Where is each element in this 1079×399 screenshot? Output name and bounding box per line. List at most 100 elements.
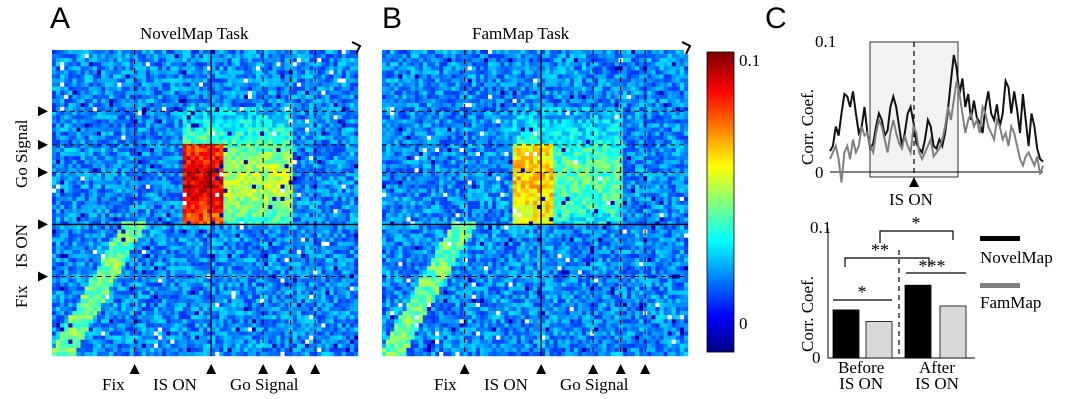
heatmap-cell xyxy=(141,221,147,226)
heatmap-cell xyxy=(194,213,200,218)
heatmap-cell xyxy=(276,147,281,153)
heatmap-cell xyxy=(260,307,265,312)
heatmap-cell xyxy=(260,164,265,169)
heatmap-cell xyxy=(80,86,85,91)
heatmap-cell xyxy=(272,135,277,140)
heatmap-cell xyxy=(300,282,306,287)
heatmap-cell xyxy=(76,176,81,181)
heatmap-cell xyxy=(256,282,261,287)
heatmap-cell xyxy=(284,241,289,247)
heatmap-cell xyxy=(202,221,208,226)
heatmap-cell xyxy=(309,82,314,87)
heatmap-cell xyxy=(174,200,179,206)
heatmap-cell xyxy=(76,266,81,271)
heatmap-cell xyxy=(182,225,187,230)
heatmap-cell xyxy=(96,225,102,230)
heatmap-cell xyxy=(272,286,277,291)
heatmap-cell xyxy=(113,143,118,149)
heatmap-cell xyxy=(272,278,277,283)
heatmap-cell xyxy=(243,245,249,251)
heatmap-cell xyxy=(223,286,228,291)
heatmap-cell xyxy=(72,90,77,96)
heatmap-cell xyxy=(125,294,130,300)
heatmap-cell xyxy=(182,74,187,79)
heatmap-cell xyxy=(60,111,65,116)
heatmap-cell xyxy=(337,270,342,275)
heatmap-cell xyxy=(341,254,346,259)
heatmap-cell xyxy=(243,221,249,226)
heatmap-cell xyxy=(325,221,330,226)
heatmap-cell xyxy=(166,225,171,230)
heatmap-cell xyxy=(223,164,228,169)
heatmap-cell xyxy=(304,196,310,202)
heatmap-cell xyxy=(190,286,195,291)
heatmap-cell xyxy=(247,78,253,83)
heatmap-cell xyxy=(325,54,330,59)
heatmap-cell xyxy=(272,209,277,214)
heatmap-cell xyxy=(100,127,106,132)
heatmap-cell xyxy=(251,127,257,132)
heatmap-cell xyxy=(341,294,346,300)
heatmap-cell xyxy=(321,278,326,283)
heatmap-cell xyxy=(68,298,73,304)
heatmap-cell xyxy=(76,160,81,165)
heatmap-cell xyxy=(125,50,130,55)
heatmap-cell xyxy=(215,229,220,234)
heatmap-cell xyxy=(56,233,61,238)
heatmap-cell xyxy=(341,111,346,116)
heatmap-cell xyxy=(141,123,147,128)
heatmap-cell xyxy=(133,245,138,251)
heatmap-cell xyxy=(121,254,126,259)
heatmap-cell xyxy=(76,192,81,198)
heatmap-cell xyxy=(125,225,130,230)
heatmap-cell xyxy=(178,294,183,300)
heatmap-cell xyxy=(174,50,179,55)
heatmap-cell xyxy=(198,192,204,198)
heatmap-cell xyxy=(268,111,273,116)
heatmap-cell xyxy=(276,103,281,108)
heatmap-cell xyxy=(72,237,77,242)
heatmap-cell xyxy=(280,127,285,132)
heatmap-cell xyxy=(256,221,261,226)
heatmap-cell xyxy=(211,290,216,295)
heatmap-cell xyxy=(60,115,65,120)
heatmap-cell xyxy=(158,176,163,181)
heatmap-cell xyxy=(333,123,338,128)
heatmap-cell xyxy=(137,290,142,295)
heatmap-cell xyxy=(251,131,257,136)
heatmap-cell xyxy=(256,58,261,63)
heatmap-cell xyxy=(145,217,151,222)
heatmap-cell xyxy=(88,58,93,63)
heatmap-cell xyxy=(137,217,142,222)
heatmap-cell xyxy=(198,225,204,230)
heatmap-cell xyxy=(76,131,81,136)
heatmap-cell xyxy=(145,302,151,308)
heatmap-cell xyxy=(52,200,57,206)
heatmap-cell xyxy=(198,184,204,189)
heatmap-cell xyxy=(190,78,195,83)
heatmap-cell xyxy=(325,200,330,206)
heatmap-cell xyxy=(276,86,281,91)
heatmap-cell xyxy=(64,131,69,136)
heatmap-cell xyxy=(141,188,147,193)
heatmap-cell xyxy=(88,315,93,320)
heatmap-cell xyxy=(96,172,102,177)
heatmap-cell xyxy=(260,213,265,218)
heatmap-cell xyxy=(198,294,204,300)
heatmap-cell xyxy=(149,168,155,173)
heatmap-cell xyxy=(76,294,81,300)
heatmap-cell xyxy=(166,254,171,259)
heatmap-cell xyxy=(76,66,81,71)
heatmap-cell xyxy=(129,233,134,238)
heatmap-cell xyxy=(194,86,200,91)
heatmap-cell xyxy=(125,66,130,71)
heatmap-cell xyxy=(345,278,351,283)
heatmap-cell xyxy=(211,278,216,283)
heatmap-cell xyxy=(133,188,138,193)
heatmap-cell xyxy=(349,152,355,157)
heatmap-cell xyxy=(247,58,253,63)
heatmap-cell xyxy=(276,176,281,181)
heatmap-cell xyxy=(68,131,73,136)
heatmap-cell xyxy=(52,123,57,128)
heatmap-cell xyxy=(133,319,138,324)
